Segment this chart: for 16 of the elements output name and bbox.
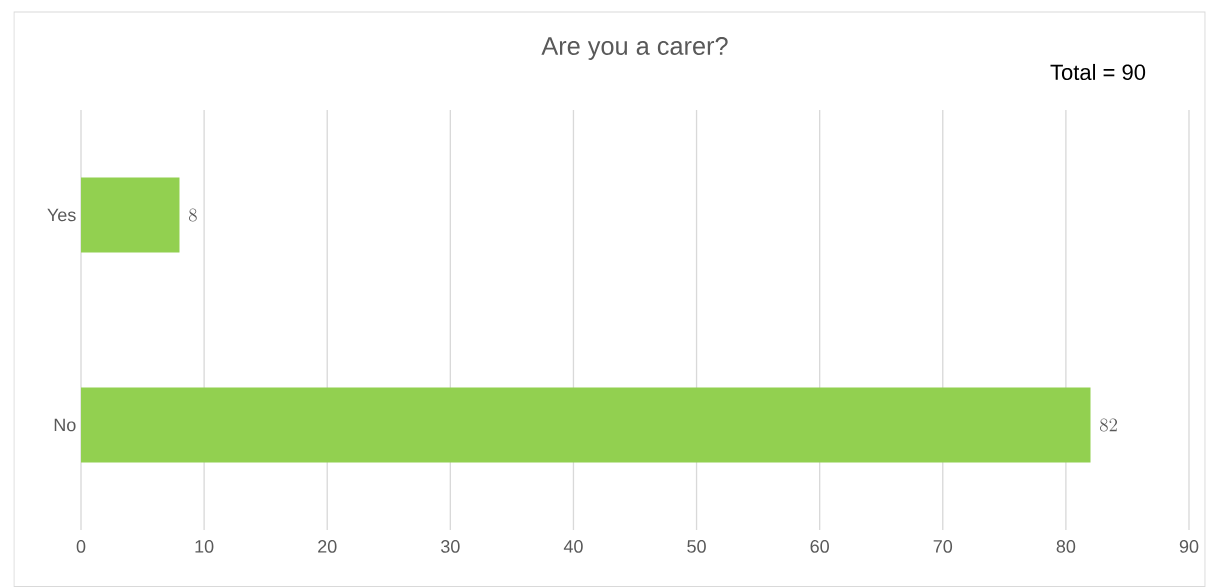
x-tick-label: 30 <box>441 540 460 553</box>
data-label: 82 <box>1100 418 1118 432</box>
y-tick-label: No <box>54 418 76 432</box>
chart-title: Are you a carer? <box>541 37 728 60</box>
data-label: 8 <box>189 208 197 222</box>
x-tick-label: 20 <box>318 540 337 553</box>
x-tick-label: 80 <box>1056 540 1076 553</box>
text: Total = 90 <box>1050 63 1146 81</box>
x-tick-label: 0 <box>76 540 86 553</box>
x-tick-label: 60 <box>810 540 829 553</box>
x-tick-label: 70 <box>933 540 953 553</box>
x-tick-label: 90 <box>1179 540 1199 553</box>
y-tick-label: Yes <box>47 208 76 222</box>
x-tick-label: 50 <box>687 540 706 553</box>
x-tick-label: 10 <box>195 540 214 553</box>
x-tick-label: 40 <box>563 540 583 553</box>
